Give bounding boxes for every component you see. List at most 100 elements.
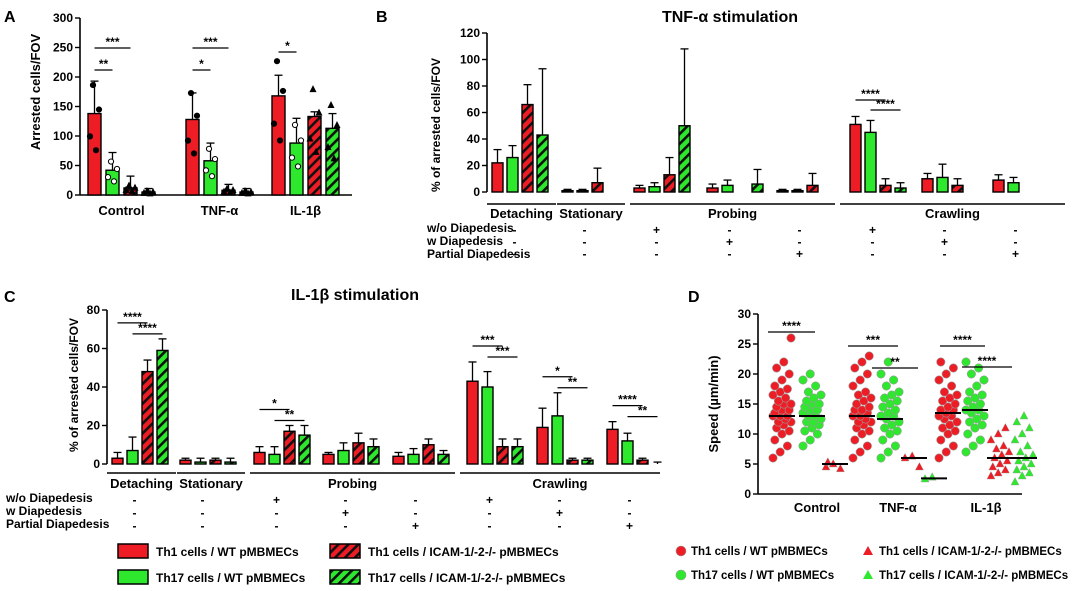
b-bar-3-1 — [721, 184, 734, 193]
d-point-0-1-26 — [857, 357, 867, 367]
c-sig-7-label: ** — [568, 375, 578, 389]
a-point-1-0-1 — [187, 89, 195, 97]
b-bar-1-0 — [561, 189, 574, 193]
d-point-1-1-20 — [881, 381, 891, 391]
a-point-2-2-0 — [306, 134, 314, 142]
b-bar-3-3 — [751, 183, 764, 193]
d-point-1-1-21 — [889, 375, 899, 385]
c-bar-7-1 — [621, 440, 634, 465]
d-point-1-0-2 — [812, 429, 822, 439]
a-sig-0-label: ** — [99, 57, 109, 71]
b-bar-2-3 — [678, 125, 691, 193]
d-point-1-1-13 — [890, 405, 900, 415]
d-point-0-2-22 — [934, 375, 944, 385]
a-point-2-3-3 — [333, 120, 341, 128]
a-point-1-1-2 — [208, 173, 216, 180]
a-sig-3-label: *** — [203, 35, 217, 49]
a-ytick-label-3: 150 — [53, 100, 73, 114]
b-category-label-0: Detaching — [490, 206, 553, 221]
d-point-0-2-1 — [941, 447, 951, 457]
b-mark-5-0: + — [869, 223, 876, 237]
c-bar-2-3 — [298, 434, 311, 465]
ylabel-panel-c: % of arrested cells/FOV — [67, 318, 81, 452]
d-xtick-label-2: IL-1β — [970, 500, 1001, 515]
d-point-3-2-11 — [1010, 435, 1020, 444]
c-mark-5-0: + — [486, 493, 493, 507]
d-sig-3-label: **** — [953, 333, 972, 347]
c-bar-7-2 — [636, 459, 649, 465]
c-mark-4-2: + — [412, 519, 419, 533]
b-mark-6-2: - — [943, 247, 947, 261]
c-mark-5-1: - — [488, 506, 492, 520]
b-ytick-label-5: 100 — [460, 53, 480, 67]
c-mark-0-1: - — [133, 506, 137, 520]
d-point-0-0-27 — [784, 369, 794, 379]
d-point-0-1-2 — [862, 441, 872, 451]
c-bar-0-0 — [111, 457, 124, 465]
d-point-0-1-19 — [866, 393, 876, 403]
c-ytick-label-2: 40 — [87, 380, 101, 394]
a-sig-1-label: *** — [105, 35, 119, 49]
a-point-2-2-3 — [315, 108, 323, 116]
a-ytick-label-1: 50 — [60, 159, 74, 173]
d-point-1-0-16 — [814, 399, 824, 409]
b-bar-1-2 — [591, 182, 604, 193]
a-point-0-2-1 — [125, 181, 133, 189]
d-point-2-2-0 — [986, 471, 996, 480]
d-ytick-label-5: 25 — [738, 337, 752, 351]
d-point-0-1-5 — [864, 426, 874, 436]
c-bar-1-2 — [209, 459, 222, 465]
c-ytick-label-3: 60 — [87, 342, 101, 356]
b-bar-6-2 — [951, 184, 964, 193]
a-point-2-0-3 — [279, 87, 287, 95]
a-point-2-1-0 — [288, 154, 296, 161]
a-point-0-0-1 — [89, 81, 97, 89]
d-point-0-0-30 — [786, 333, 796, 343]
d-point-0-2-19 — [952, 390, 962, 400]
a-ytick-label-5: 250 — [53, 41, 73, 55]
a-ytick-label-4: 200 — [53, 70, 73, 84]
c-bar-1-3 — [224, 461, 237, 465]
c-bar-2-2 — [283, 430, 296, 465]
d-point-0-0-25 — [770, 381, 780, 391]
a-point-0-0-2 — [92, 147, 100, 154]
a-point-0-2-0 — [122, 185, 130, 193]
a-point-1-0-3 — [193, 112, 201, 119]
c-mark-4-1: - — [414, 506, 418, 520]
d-point-1-2-16 — [977, 390, 987, 400]
b-mark-6-0: - — [943, 223, 947, 237]
d-point-3-2-5 — [1026, 459, 1036, 468]
d-point-0-0-26 — [777, 375, 787, 385]
a-point-2-3-2 — [330, 154, 338, 162]
b-bar-7-0 — [992, 179, 1005, 193]
c-sig-5-label: *** — [495, 344, 509, 358]
b-mark-6-1: + — [941, 235, 948, 249]
a-point-2-3-0 — [324, 142, 332, 150]
c-sig-6-label: * — [555, 364, 560, 378]
d-point-3-2-1 — [1017, 471, 1027, 480]
b-category-label-3: Crawling — [925, 206, 980, 221]
b-bar-5-3 — [894, 187, 907, 193]
b-ytick-label-6: 120 — [460, 26, 480, 40]
d-ytick-label-4: 20 — [738, 367, 752, 381]
b-mark-7-2: + — [1012, 247, 1019, 261]
row-label-c-1: w/o Diapedesis — [5, 491, 93, 505]
c-bar-1-0 — [179, 459, 192, 465]
a-xtick-label-2: IL-1β — [290, 203, 321, 218]
d-point-0-2-21 — [947, 381, 957, 391]
c-mark-3-2: - — [344, 519, 348, 533]
d-point-1-2-21 — [974, 363, 984, 373]
d-point-1-1-2 — [890, 441, 900, 451]
a-point-1-2-1 — [223, 184, 231, 192]
a-point-1-0-2 — [190, 150, 198, 157]
d-point-1-0-21 — [811, 381, 821, 391]
a-point-1-1-3 — [211, 155, 219, 163]
a-point-1-3-3 — [247, 187, 255, 195]
d-point-3-2-12 — [1017, 429, 1027, 438]
a-point-0-1-3 — [113, 165, 121, 173]
d-point-2-0-2 — [836, 463, 845, 472]
d-ytick-label-0: 0 — [744, 487, 751, 501]
d-point-1-1-23 — [883, 357, 893, 367]
d-point-1-2-13 — [975, 399, 985, 409]
